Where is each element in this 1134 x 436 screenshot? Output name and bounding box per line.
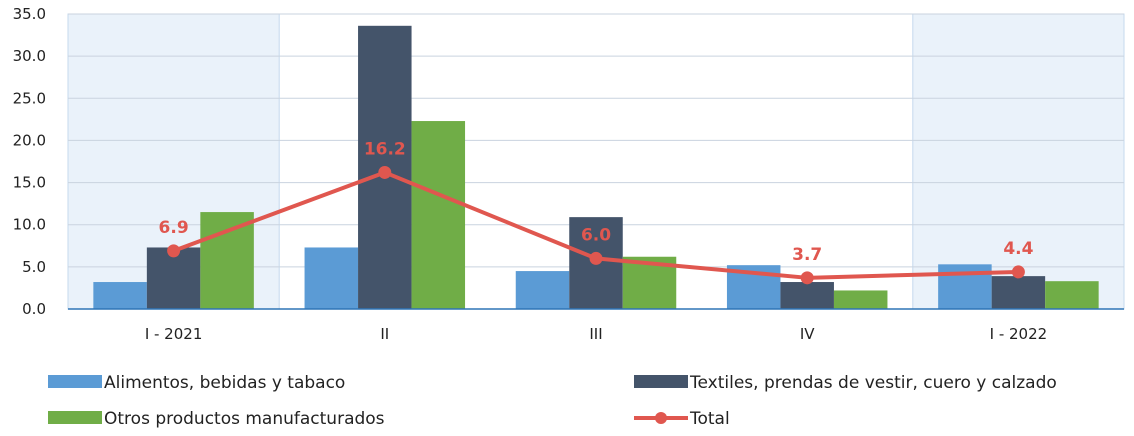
- legend-label: Total: [689, 409, 730, 429]
- x-tick-label: III: [589, 325, 602, 343]
- y-tick-label: 25.0: [13, 89, 46, 107]
- legend-marker: [655, 412, 667, 424]
- bar: [1045, 281, 1099, 309]
- data-label: 6.0: [581, 225, 611, 245]
- x-tick-label: I - 2022: [990, 325, 1048, 343]
- y-tick-label: 10.0: [13, 216, 46, 234]
- bar: [515, 271, 570, 309]
- x-tick-label: IV: [800, 325, 815, 343]
- bar: [780, 282, 834, 309]
- total-point: [800, 271, 814, 285]
- bar: [200, 212, 254, 309]
- legend-swatch: [634, 375, 688, 388]
- bar: [146, 247, 201, 309]
- data-label: 6.9: [159, 218, 189, 238]
- y-tick-label: 20.0: [13, 131, 46, 149]
- bar: [833, 290, 888, 309]
- highlight-band: [912, 13, 1125, 310]
- bar: [93, 282, 147, 309]
- total-point: [167, 244, 181, 258]
- legend-swatch: [48, 411, 102, 424]
- bar: [411, 121, 466, 310]
- bar: [304, 247, 359, 309]
- legend-label: Otros productos manufacturados: [104, 409, 385, 429]
- data-label: 16.2: [364, 139, 406, 159]
- x-tick-label: II: [380, 325, 389, 343]
- total-point: [589, 251, 603, 265]
- legend-swatch: [48, 375, 102, 388]
- legend-label: Textiles, prendas de vestir, cuero y cal…: [689, 373, 1057, 393]
- y-tick-label: 5.0: [22, 258, 46, 276]
- y-tick-label: 0.0: [22, 300, 46, 318]
- total-point: [378, 165, 392, 179]
- bar: [991, 276, 1046, 309]
- total-point: [1011, 265, 1025, 279]
- data-label: 3.7: [792, 245, 822, 265]
- y-tick-label: 30.0: [13, 47, 46, 65]
- y-tick-label: 35.0: [13, 5, 46, 23]
- data-label: 4.4: [1003, 239, 1033, 259]
- legend-label: Alimentos, bebidas y tabaco: [104, 373, 345, 393]
- y-tick-label: 15.0: [13, 174, 46, 192]
- x-tick-label: I - 2021: [145, 325, 203, 343]
